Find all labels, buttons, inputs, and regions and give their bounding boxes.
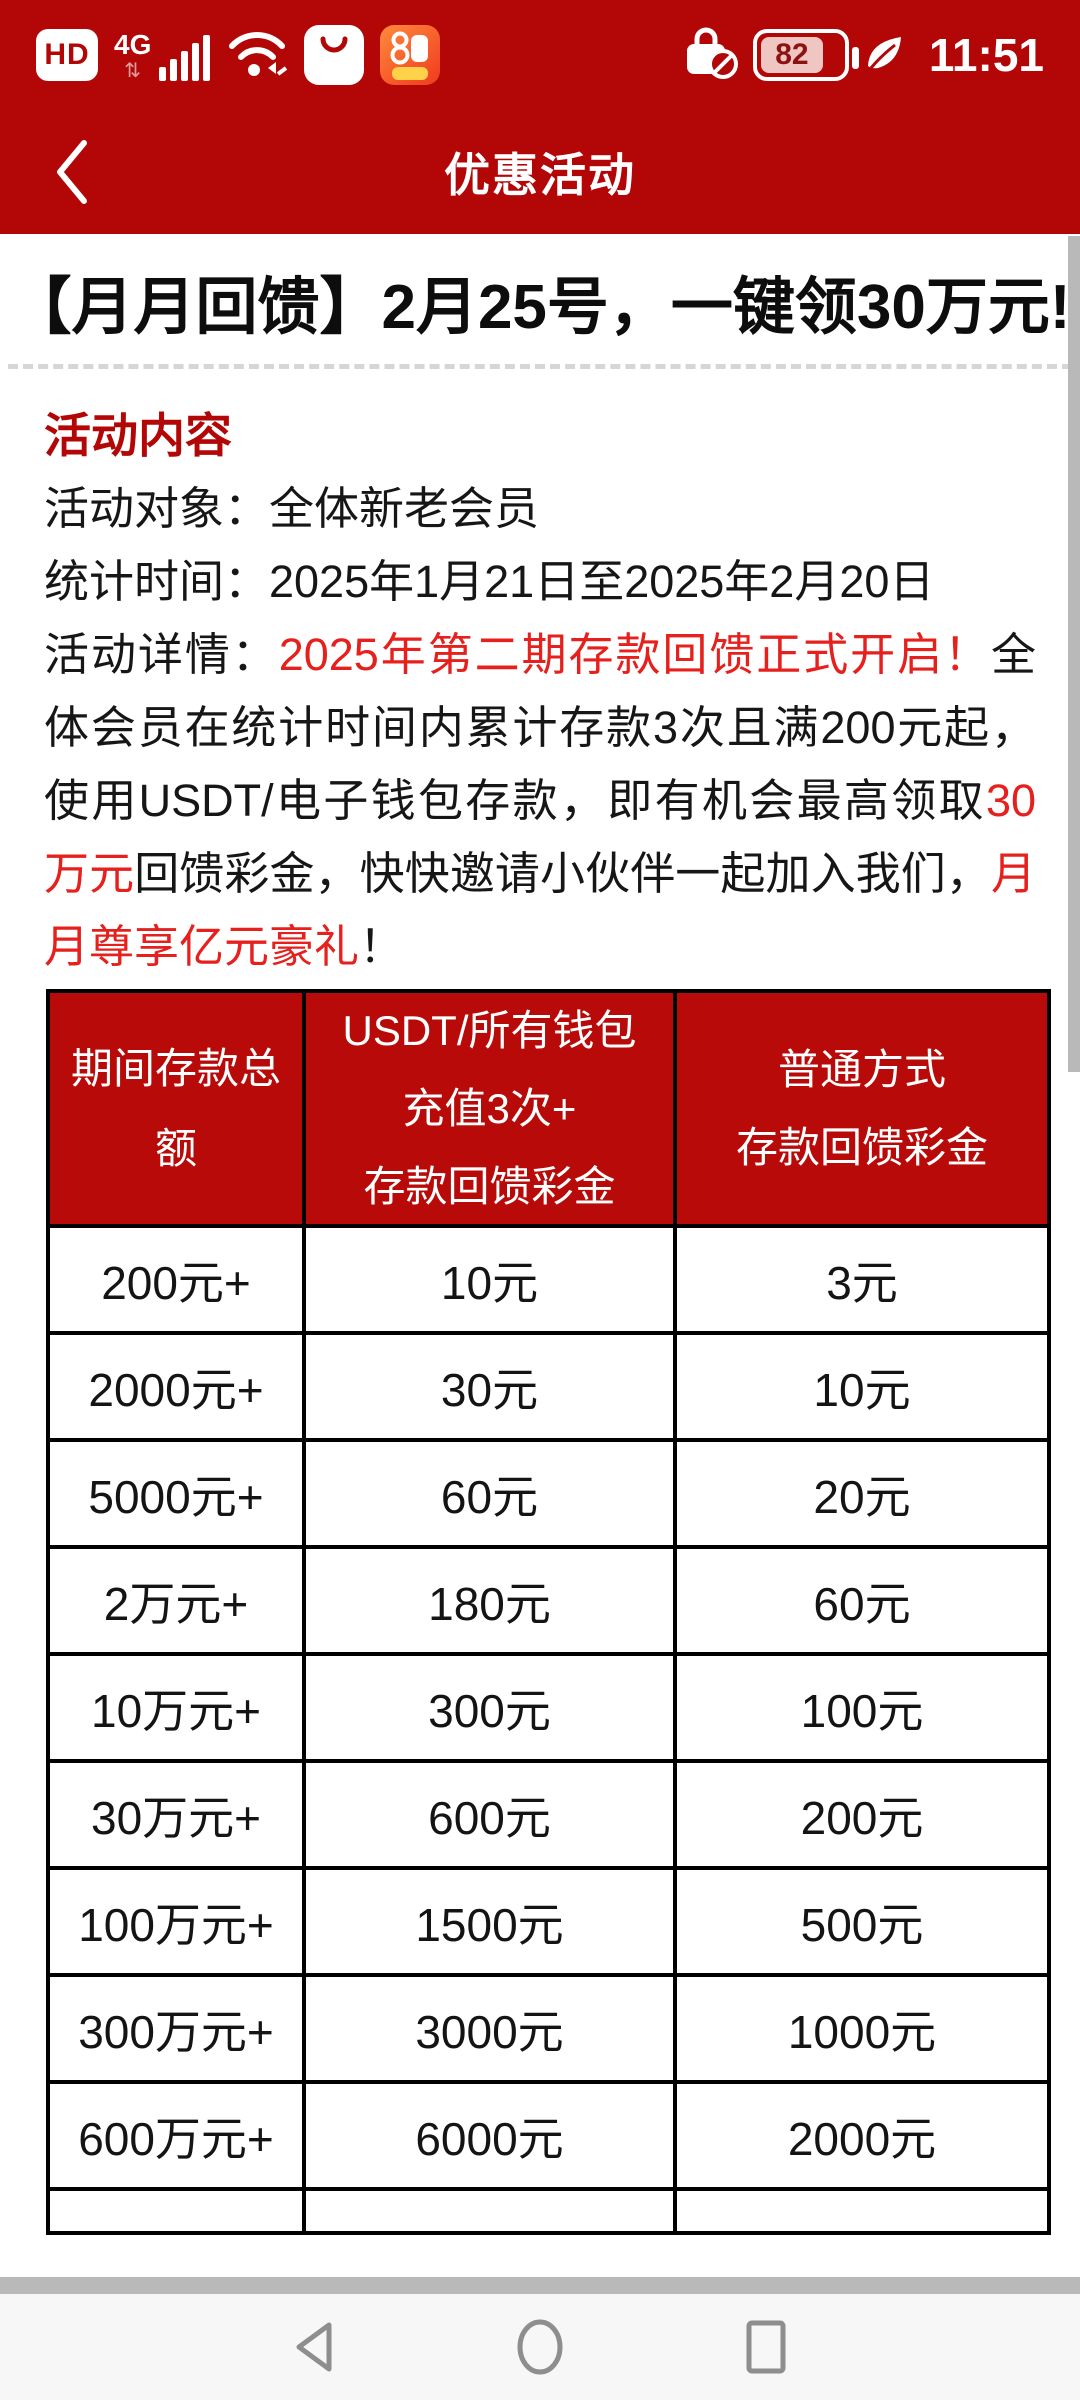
- cell-tier: [46, 2187, 306, 2235]
- table-header-row: 期间存款总额 USDT/所有钱包 充值3次+ 存款回馈彩金 普通方式 存款回馈彩…: [46, 989, 1051, 1228]
- cell-tier: 600万元+: [46, 2080, 306, 2191]
- table-row: 2万元+ 180元 60元: [46, 1545, 1051, 1656]
- data-arrows-icon: ⇅: [124, 60, 142, 82]
- header-normal-rebate: 普通方式 存款回馈彩金: [673, 989, 1051, 1228]
- cell-normal-bonus: 1000元: [673, 1973, 1051, 2084]
- battery-percent: 82: [775, 38, 809, 71]
- cell-tier: 100万元+: [46, 1866, 306, 1977]
- cell-normal-bonus: 20元: [673, 1438, 1051, 1549]
- signal-bars-icon: 4G ⇅: [114, 29, 211, 82]
- cell-usdt-bonus: [302, 2187, 677, 2235]
- cell-usdt-bonus: 1500元: [302, 1866, 677, 1977]
- detail-label: 活动详情：: [44, 629, 279, 680]
- blocked-bag-icon: [681, 24, 741, 87]
- eco-leaf-icon: [861, 30, 907, 81]
- cell-tier: 2000元+: [46, 1331, 306, 1442]
- cell-usdt-bonus: 60元: [302, 1438, 677, 1549]
- detail-body-3: ！: [359, 921, 405, 972]
- cell-usdt-bonus: 6000元: [302, 2080, 677, 2191]
- status-bar-left-icons: HD 4G ⇅: [36, 24, 441, 87]
- table-row: 5000元+ 60元 20元: [46, 1438, 1051, 1549]
- bottom-gray-strip: [0, 2277, 1080, 2294]
- cell-normal-bonus: [673, 2187, 1051, 2235]
- table-row: 600万元+ 6000元 2000元: [46, 2080, 1051, 2191]
- header-usdt-rebate: USDT/所有钱包 充值3次+ 存款回馈彩金: [302, 989, 677, 1228]
- cell-usdt-bonus: 180元: [302, 1545, 677, 1656]
- header-deposit-total: 期间存款总额: [46, 989, 306, 1228]
- cell-normal-bonus: 3元: [673, 1224, 1051, 1335]
- cell-normal-bonus: 10元: [673, 1331, 1051, 1442]
- dashed-divider: [8, 364, 1072, 369]
- hd-badge: HD: [36, 29, 98, 81]
- cell-usdt-bonus: 300元: [302, 1652, 677, 1763]
- back-button[interactable]: [48, 134, 96, 210]
- vertical-scrollbar-thumb[interactable]: [1068, 236, 1080, 1072]
- section-heading: 活动内容: [44, 409, 232, 462]
- wifi-icon: [226, 24, 288, 87]
- table-row: 30万元+ 600元 200元: [46, 1759, 1051, 1870]
- nav-recents-button[interactable]: [737, 2316, 795, 2378]
- cell-tier: 2万元+: [46, 1545, 306, 1656]
- detail-paragraph: 活动详情：2025年第二期存款回馈正式开启！全体会员在统计时间内累计存款3次且满…: [44, 618, 1036, 983]
- chevron-left-icon: [57, 140, 87, 204]
- cell-normal-bonus: 200元: [673, 1759, 1051, 1870]
- line-period: 统计时间：2025年1月21日至2025年2月20日: [44, 556, 935, 607]
- back-triangle-icon: [296, 2322, 332, 2372]
- battery-icon: 82: [752, 29, 859, 81]
- rebate-table: 期间存款总额 USDT/所有钱包 充值3次+ 存款回馈彩金 普通方式 存款回馈彩…: [46, 989, 1051, 2235]
- battery-fill: [760, 37, 823, 73]
- cell-usdt-bonus: 10元: [302, 1224, 677, 1335]
- home-circle-icon: [517, 2319, 563, 2375]
- system-nav-bar: [0, 2294, 1080, 2400]
- nav-back-button[interactable]: [285, 2316, 343, 2378]
- detail-highlight-2: 30万元: [44, 775, 1036, 899]
- network-type-label: 4G ⇅: [114, 29, 152, 82]
- cell-normal-bonus: 100元: [673, 1652, 1051, 1763]
- table-row: 2000元+ 30元 10元: [46, 1331, 1051, 1442]
- cell-normal-bonus: 500元: [673, 1866, 1051, 1977]
- detail-body-2: 回馈彩金，快快邀请小伙伴一起加入我们，: [134, 848, 991, 899]
- recents-square-icon: [746, 2320, 786, 2374]
- line-target: 活动对象：全体新老会员: [44, 483, 540, 534]
- detail-highlight-1: 2025年第二期存款回馈正式开启！: [278, 629, 991, 680]
- table-row: 200元+ 10元 3元: [46, 1224, 1051, 1335]
- promo-title: 【月月回馈】2月25号，一键领30万元!: [9, 273, 1071, 342]
- app-header: 优惠活动: [0, 110, 1080, 234]
- cell-tier: 5000元+: [46, 1438, 306, 1549]
- status-bar-right-icons: 82 11:51: [681, 24, 1044, 87]
- status-bar: HD 4G ⇅: [0, 0, 1080, 110]
- cell-normal-bonus: 60元: [673, 1545, 1051, 1656]
- cell-usdt-bonus: 30元: [302, 1331, 677, 1442]
- promo-body: 活动内容 活动对象：全体新老会员 统计时间：2025年1月21日至2025年2月…: [44, 399, 1036, 983]
- cell-tier: 300万元+: [46, 1973, 306, 2084]
- kuaishou-app-icon: [380, 25, 441, 85]
- cell-tier: 30万元+: [46, 1759, 306, 1870]
- cell-normal-bonus: 2000元: [673, 2080, 1051, 2191]
- cell-tier: 10万元+: [46, 1652, 306, 1763]
- appstore-bag-icon: [304, 25, 365, 85]
- page-title: 优惠活动: [444, 149, 636, 201]
- clock-label: 11:51: [928, 29, 1044, 81]
- detail-body-1: 全体会员在统计时间内累计存款3次且满200元起，使用USDT/电子钱包存款，即有…: [44, 629, 1036, 826]
- table-row: 300万元+ 3000元 1000元: [46, 1973, 1051, 2084]
- battery-cap: [851, 47, 859, 69]
- table-row: 10万元+ 300元 100元: [46, 1652, 1051, 1763]
- nav-home-button[interactable]: [511, 2316, 569, 2378]
- table-row: 100万元+ 1500元 500元: [46, 1866, 1051, 1977]
- cell-usdt-bonus: 3000元: [302, 1973, 677, 2084]
- promo-content: 【月月回馈】2月25号，一键领30万元! 活动内容 活动对象：全体新老会员 统计…: [0, 234, 1080, 2293]
- signal-strength-bars: [159, 29, 211, 81]
- cell-tier: 200元+: [46, 1224, 306, 1335]
- cell-usdt-bonus: 600元: [302, 1759, 677, 1870]
- table-row-partial: [46, 2187, 1051, 2235]
- detail-highlight-3: 月月尊享亿元豪礼: [44, 848, 1036, 972]
